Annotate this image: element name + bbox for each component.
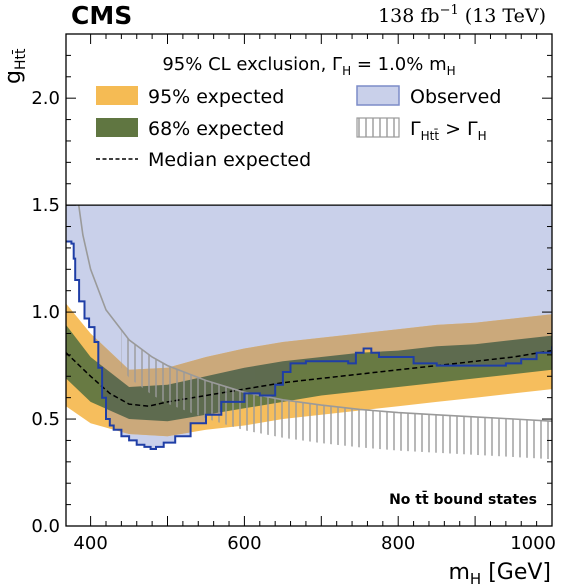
luminosity-label: 138 fb−1 (13 TeV)	[378, 3, 546, 27]
width-hatch-group	[121, 329, 552, 460]
y-tick-label: 0.5	[31, 409, 60, 430]
legend-label-observed: Observed	[410, 86, 501, 108]
x-tick-label: 800	[381, 533, 415, 554]
x-axis-label-main: m	[448, 560, 469, 584]
width-hatch-region	[121, 329, 552, 460]
x-tick-label: 1000	[510, 533, 556, 554]
x-axis-label-sub: H	[470, 570, 481, 584]
y-tick-label: 0.0	[31, 516, 60, 537]
y-axis-label: gHtt̄	[1, 48, 29, 84]
legend-title-sub1: H	[342, 64, 351, 78]
legend-swatch-width	[356, 117, 400, 138]
legend-title-sub2: H	[447, 64, 456, 78]
energy-label: (13 TeV)	[459, 5, 546, 27]
legend-swatch-observed	[356, 85, 400, 106]
legend-label-95: 95% expected	[148, 86, 284, 108]
lumi-exponent: −1	[440, 3, 459, 18]
median-expected-line	[66, 349, 552, 407]
legend-width-sub2: H	[478, 129, 487, 143]
y-tick-label: 2.0	[31, 88, 60, 109]
legend-width-sub1: Htt̄	[421, 129, 440, 143]
legend-swatch-68	[96, 118, 138, 137]
legend-background	[66, 34, 552, 206]
no-bound-states-annotation: No tt̄ bound states	[389, 489, 537, 508]
y-tick-label: 1.0	[31, 302, 60, 323]
experiment-label: CMS	[71, 1, 132, 30]
legend-title-pre: 95% CL exclusion, Γ	[162, 54, 342, 75]
legend-title-mid: = 1.0% m	[351, 54, 447, 75]
legend-width-pre: Γ	[410, 118, 421, 140]
width-boundary-line	[66, 76, 552, 422]
plot-frame	[65, 33, 553, 527]
x-tick-label: 400	[73, 533, 107, 554]
legend-label-median: Median expected	[148, 149, 311, 171]
legend-label-68: 68% expected	[148, 118, 284, 140]
legend-title: 95% CL exclusion, ΓH = 1.0% mH	[162, 54, 455, 78]
y-tick-label: 1.5	[31, 195, 60, 216]
observed-line	[66, 240, 552, 450]
legend-label-width: ΓHtt̄ > ΓH	[410, 118, 487, 143]
y-axis-label-main: g	[1, 70, 26, 84]
legend-swatch-95	[96, 86, 138, 105]
x-axis-label: mH [GeV]	[448, 560, 551, 584]
y-axis-label-sub: Htt̄	[11, 48, 29, 70]
lumi-value: 138 fb	[378, 5, 440, 27]
legend-width-mid: > Γ	[439, 118, 478, 140]
x-axis-label-unit: [GeV]	[481, 560, 551, 584]
x-tick-label: 600	[227, 533, 261, 554]
